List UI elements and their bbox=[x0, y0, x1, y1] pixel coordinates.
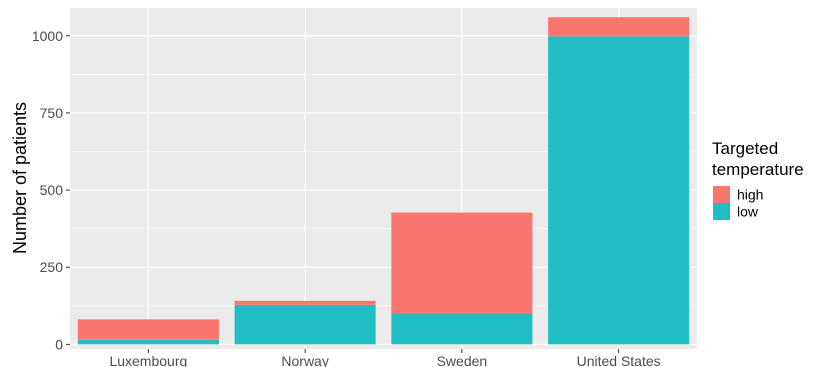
bars bbox=[77, 17, 690, 345]
y-tick-label: 1000 bbox=[32, 28, 63, 44]
x-axis: Luxembourg Norway Sweden United States bbox=[109, 349, 661, 367]
legend-key-low bbox=[713, 203, 730, 220]
y-axis: 0 250 500 750 1000 bbox=[32, 28, 70, 352]
x-tick-label: Norway bbox=[281, 353, 328, 367]
y-tick-label: 250 bbox=[40, 259, 64, 275]
bar-low-sweden bbox=[391, 313, 533, 345]
y-tick-label: 500 bbox=[40, 182, 64, 198]
legend-label-low: low bbox=[737, 204, 759, 220]
x-tick-label: Sweden bbox=[437, 353, 488, 367]
x-tick-label: Luxembourg bbox=[109, 353, 187, 367]
legend-key-high bbox=[713, 186, 730, 203]
y-tick-label: 750 bbox=[40, 105, 64, 121]
bar-high-luxembourg bbox=[77, 319, 219, 340]
bar-low-luxembourg bbox=[77, 339, 219, 345]
bar-low-united-states bbox=[548, 36, 690, 345]
x-tick-label: United States bbox=[577, 353, 661, 367]
legend-title-line-2: temperature bbox=[712, 160, 804, 179]
bar-high-sweden bbox=[391, 212, 533, 314]
y-tick-label: 0 bbox=[55, 336, 63, 352]
y-axis-title: Number of patients bbox=[10, 102, 30, 254]
legend-label-high: high bbox=[737, 187, 763, 203]
legend-title-line-1: Targeted bbox=[712, 139, 778, 158]
bar-high-united-states bbox=[548, 17, 690, 37]
bar-low-norway bbox=[234, 304, 376, 345]
bar-high-norway bbox=[234, 300, 376, 305]
